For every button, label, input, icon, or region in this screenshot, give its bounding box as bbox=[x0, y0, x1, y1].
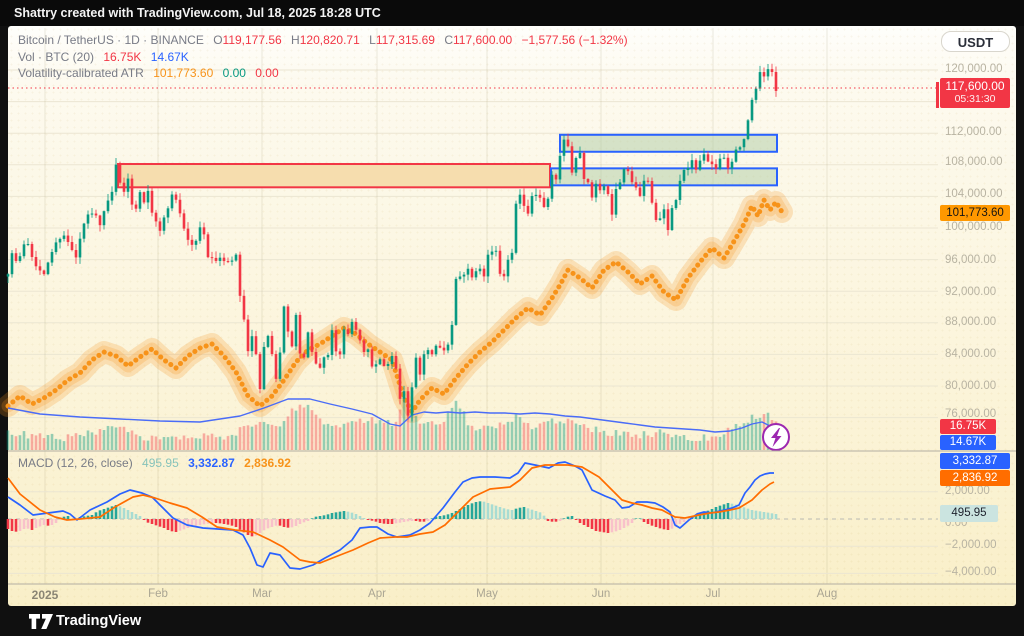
macd-signal-badge: 2,836.92 bbox=[940, 470, 1010, 486]
tradingview-brand-text[interactable]: TradingView bbox=[56, 613, 142, 629]
ohlc-change-value: −1,577.56 (−1.32%) bbox=[521, 33, 628, 47]
atr-legend-row[interactable]: Volatility-calibrated ATR 101,773.60 0.0… bbox=[18, 66, 285, 80]
attribution-text: Shattry created with TradingView.com, Ju… bbox=[14, 6, 381, 20]
price-axis-label: 104,000.00 bbox=[945, 188, 1003, 200]
chart-card[interactable] bbox=[8, 26, 1016, 606]
time-axis-label[interactable]: 2025 bbox=[31, 588, 59, 602]
chart-background-texture bbox=[8, 26, 1016, 606]
symbol-title[interactable]: Bitcoin / TetherUS · 1D · BINANCE bbox=[18, 33, 204, 47]
time-axis-label[interactable]: Mar bbox=[252, 588, 272, 600]
ohlc-high-label: H bbox=[291, 33, 300, 47]
atr-value: 101,773.60 bbox=[153, 66, 214, 80]
macd-legend-row[interactable]: MACD (12, 26, close) 495.95 3,332.87 2,8… bbox=[18, 456, 297, 470]
time-axis-label[interactable]: Apr bbox=[368, 588, 386, 600]
macd-line-value: 3,332.87 bbox=[188, 456, 235, 470]
footer-bar: TradingView bbox=[0, 606, 1024, 636]
volume-legend-row[interactable]: Vol · BTC (20) 16.75K 14.67K bbox=[18, 50, 195, 64]
atr-price-badge: 101,773.60 bbox=[940, 205, 1010, 221]
ohlc-close-label: C bbox=[444, 33, 453, 47]
price-axis-label: 120,000.00 bbox=[945, 63, 1003, 75]
ohlc-high-value: 120,820.71 bbox=[299, 33, 360, 47]
macd-indicator-label[interactable]: MACD (12, 26, close) bbox=[18, 456, 133, 470]
volume-ma-badge: 14.67K bbox=[940, 435, 996, 450]
ohlc-open-label: O bbox=[213, 33, 223, 47]
macd-axis-label: −4,000.00 bbox=[945, 566, 997, 578]
symbol-legend-row[interactable]: Bitcoin / TetherUS · 1D · BINANCE O119,1… bbox=[18, 33, 634, 47]
ohlc-open-value: 119,177.56 bbox=[222, 33, 282, 47]
atr-indicator-label[interactable]: Volatility-calibrated ATR bbox=[18, 66, 144, 80]
volume-value: 16.75K bbox=[103, 50, 142, 64]
price-axis-label: 88,000.00 bbox=[945, 316, 997, 328]
time-axis-label[interactable]: Feb bbox=[148, 588, 168, 600]
macd-axis-label: 2,000.00 bbox=[945, 485, 990, 497]
time-axis-label[interactable]: May bbox=[476, 588, 498, 600]
bar-countdown: 05:31:30 bbox=[954, 93, 996, 105]
export-attribution-bar: Shattry created with TradingView.com, Ju… bbox=[0, 0, 1024, 26]
last-price-value: 117,600.00 bbox=[945, 79, 1005, 93]
time-axis-label[interactable]: Jun bbox=[591, 588, 611, 600]
last-price-badge: 117,600.00 05:31:30 bbox=[940, 78, 1010, 108]
ohlc-close-value: 117,600.00 bbox=[453, 33, 513, 47]
price-axis-label: 76,000.00 bbox=[945, 408, 997, 420]
price-axis-label: 92,000.00 bbox=[945, 286, 997, 298]
currency-toggle-button[interactable]: USDT bbox=[941, 31, 1010, 52]
tradingview-logo-icon[interactable] bbox=[28, 613, 54, 631]
macd-line-badge: 3,332.87 bbox=[940, 453, 1010, 469]
volume-indicator-label[interactable]: Vol · BTC (20) bbox=[18, 50, 95, 64]
price-axis-label: 112,000.00 bbox=[945, 126, 1002, 138]
time-axis-label[interactable]: Aug bbox=[816, 588, 838, 600]
time-axis-label[interactable]: Jul bbox=[705, 588, 721, 600]
price-axis-label: 84,000.00 bbox=[945, 348, 997, 360]
ohlc-low-value: 117,315.69 bbox=[375, 33, 435, 47]
volume-ma-value: 14.67K bbox=[150, 50, 189, 64]
macd-axis-label: −2,000.00 bbox=[945, 539, 997, 551]
volume-badge: 16.75K bbox=[940, 419, 996, 434]
price-axis-label: 80,000.00 bbox=[945, 380, 997, 392]
price-scale[interactable] bbox=[938, 28, 1016, 584]
macd-hist-value: 495.95 bbox=[142, 456, 179, 470]
atr-value-3: 0.00 bbox=[255, 66, 279, 80]
price-axis-label: 108,000.00 bbox=[945, 156, 1003, 168]
atr-value-2: 0.00 bbox=[222, 66, 246, 80]
price-axis-label: 96,000.00 bbox=[945, 254, 997, 266]
macd-signal-value: 2,836.92 bbox=[244, 456, 291, 470]
ohlc-low-label: L bbox=[369, 33, 376, 47]
macd-hist-badge: 495.95 bbox=[940, 505, 998, 522]
price-axis-label: 100,000.00 bbox=[945, 221, 1003, 233]
